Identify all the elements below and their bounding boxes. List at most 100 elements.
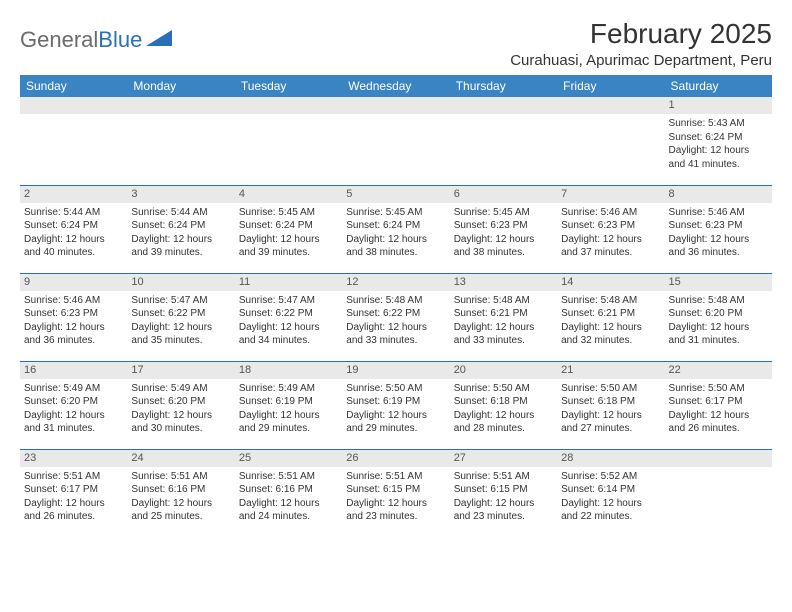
day-detail-line: Sunset: 6:16 PM <box>239 483 338 497</box>
day-detail-line: Daylight: 12 hours and 37 minutes. <box>561 233 660 260</box>
day-number: 19 <box>342 362 449 379</box>
day-details: Sunrise: 5:47 AMSunset: 6:22 PMDaylight:… <box>235 291 342 352</box>
day-number: 14 <box>557 274 664 291</box>
day-detail-line: Sunset: 6:24 PM <box>239 219 338 233</box>
day-detail-line: Sunrise: 5:49 AM <box>131 382 230 396</box>
day-number <box>127 97 234 114</box>
weekday-header: Monday <box>127 75 234 97</box>
day-detail-line: Sunrise: 5:48 AM <box>454 294 553 308</box>
calendar-week-row: 9Sunrise: 5:46 AMSunset: 6:23 PMDaylight… <box>20 273 772 361</box>
day-detail-line: Daylight: 12 hours and 38 minutes. <box>346 233 445 260</box>
day-detail-line: Daylight: 12 hours and 34 minutes. <box>239 321 338 348</box>
day-detail-line: Daylight: 12 hours and 31 minutes. <box>24 409 123 436</box>
day-detail-line: Sunrise: 5:44 AM <box>131 206 230 220</box>
calendar-cell: 21Sunrise: 5:50 AMSunset: 6:18 PMDayligh… <box>557 361 664 449</box>
weekday-header: Thursday <box>450 75 557 97</box>
day-details: Sunrise: 5:44 AMSunset: 6:24 PMDaylight:… <box>127 203 234 264</box>
day-detail-line: Daylight: 12 hours and 23 minutes. <box>346 497 445 524</box>
calendar-cell <box>235 97 342 185</box>
calendar-cell: 13Sunrise: 5:48 AMSunset: 6:21 PMDayligh… <box>450 273 557 361</box>
day-detail-line: Sunrise: 5:50 AM <box>669 382 768 396</box>
day-detail-line: Daylight: 12 hours and 33 minutes. <box>454 321 553 348</box>
calendar-page: GeneralBlue February 2025 Curahuasi, Apu… <box>0 0 792 537</box>
calendar-week-row: 23Sunrise: 5:51 AMSunset: 6:17 PMDayligh… <box>20 449 772 537</box>
day-number: 18 <box>235 362 342 379</box>
day-detail-line: Sunset: 6:15 PM <box>454 483 553 497</box>
day-detail-line: Sunset: 6:20 PM <box>24 395 123 409</box>
day-details: Sunrise: 5:48 AMSunset: 6:21 PMDaylight:… <box>450 291 557 352</box>
calendar-table: SundayMondayTuesdayWednesdayThursdayFrid… <box>20 75 772 537</box>
day-detail-line: Sunrise: 5:51 AM <box>454 470 553 484</box>
day-detail-line: Sunset: 6:21 PM <box>454 307 553 321</box>
day-number: 28 <box>557 450 664 467</box>
day-number: 6 <box>450 186 557 203</box>
day-details: Sunrise: 5:52 AMSunset: 6:14 PMDaylight:… <box>557 467 664 528</box>
day-detail-line: Sunrise: 5:51 AM <box>239 470 338 484</box>
calendar-week-row: 2Sunrise: 5:44 AMSunset: 6:24 PMDaylight… <box>20 185 772 273</box>
day-detail-line: Sunrise: 5:48 AM <box>561 294 660 308</box>
day-number: 16 <box>20 362 127 379</box>
day-details: Sunrise: 5:48 AMSunset: 6:20 PMDaylight:… <box>665 291 772 352</box>
day-detail-line: Daylight: 12 hours and 22 minutes. <box>561 497 660 524</box>
day-detail-line: Daylight: 12 hours and 36 minutes. <box>669 233 768 260</box>
day-details: Sunrise: 5:50 AMSunset: 6:18 PMDaylight:… <box>450 379 557 440</box>
day-detail-line: Sunset: 6:22 PM <box>346 307 445 321</box>
day-number: 5 <box>342 186 449 203</box>
day-detail-line: Sunrise: 5:45 AM <box>346 206 445 220</box>
day-detail-line: Daylight: 12 hours and 23 minutes. <box>454 497 553 524</box>
day-detail-line: Sunset: 6:21 PM <box>561 307 660 321</box>
calendar-cell: 26Sunrise: 5:51 AMSunset: 6:15 PMDayligh… <box>342 449 449 537</box>
day-number: 2 <box>20 186 127 203</box>
calendar-cell: 4Sunrise: 5:45 AMSunset: 6:24 PMDaylight… <box>235 185 342 273</box>
calendar-cell <box>342 97 449 185</box>
day-detail-line: Sunrise: 5:49 AM <box>24 382 123 396</box>
calendar-cell <box>450 97 557 185</box>
calendar-cell: 10Sunrise: 5:47 AMSunset: 6:22 PMDayligh… <box>127 273 234 361</box>
day-detail-line: Sunrise: 5:47 AM <box>131 294 230 308</box>
calendar-cell: 25Sunrise: 5:51 AMSunset: 6:16 PMDayligh… <box>235 449 342 537</box>
day-details: Sunrise: 5:50 AMSunset: 6:17 PMDaylight:… <box>665 379 772 440</box>
day-detail-line: Sunrise: 5:45 AM <box>454 206 553 220</box>
calendar-cell: 18Sunrise: 5:49 AMSunset: 6:19 PMDayligh… <box>235 361 342 449</box>
day-details: Sunrise: 5:43 AMSunset: 6:24 PMDaylight:… <box>665 114 772 175</box>
day-details: Sunrise: 5:51 AMSunset: 6:16 PMDaylight:… <box>235 467 342 528</box>
day-number: 11 <box>235 274 342 291</box>
day-detail-line: Sunrise: 5:51 AM <box>24 470 123 484</box>
day-number: 1 <box>665 97 772 114</box>
day-number: 27 <box>450 450 557 467</box>
day-details: Sunrise: 5:46 AMSunset: 6:23 PMDaylight:… <box>557 203 664 264</box>
day-detail-line: Sunrise: 5:47 AM <box>239 294 338 308</box>
day-detail-line: Sunrise: 5:50 AM <box>561 382 660 396</box>
month-title: February 2025 <box>510 18 772 50</box>
calendar-cell: 5Sunrise: 5:45 AMSunset: 6:24 PMDaylight… <box>342 185 449 273</box>
day-number <box>557 97 664 114</box>
day-number: 7 <box>557 186 664 203</box>
weekday-header: Wednesday <box>342 75 449 97</box>
day-detail-line: Daylight: 12 hours and 33 minutes. <box>346 321 445 348</box>
day-number: 4 <box>235 186 342 203</box>
day-number: 24 <box>127 450 234 467</box>
day-detail-line: Daylight: 12 hours and 26 minutes. <box>669 409 768 436</box>
day-number: 23 <box>20 450 127 467</box>
day-number: 25 <box>235 450 342 467</box>
day-detail-line: Sunset: 6:23 PM <box>669 219 768 233</box>
day-detail-line: Daylight: 12 hours and 28 minutes. <box>454 409 553 436</box>
day-details: Sunrise: 5:48 AMSunset: 6:22 PMDaylight:… <box>342 291 449 352</box>
day-detail-line: Sunrise: 5:49 AM <box>239 382 338 396</box>
calendar-cell: 17Sunrise: 5:49 AMSunset: 6:20 PMDayligh… <box>127 361 234 449</box>
day-number: 15 <box>665 274 772 291</box>
day-details: Sunrise: 5:45 AMSunset: 6:24 PMDaylight:… <box>342 203 449 264</box>
calendar-cell: 3Sunrise: 5:44 AMSunset: 6:24 PMDaylight… <box>127 185 234 273</box>
calendar-cell: 8Sunrise: 5:46 AMSunset: 6:23 PMDaylight… <box>665 185 772 273</box>
day-detail-line: Sunset: 6:23 PM <box>454 219 553 233</box>
calendar-body: 1Sunrise: 5:43 AMSunset: 6:24 PMDaylight… <box>20 97 772 537</box>
weekday-header: Friday <box>557 75 664 97</box>
day-details: Sunrise: 5:47 AMSunset: 6:22 PMDaylight:… <box>127 291 234 352</box>
weekday-header: Saturday <box>665 75 772 97</box>
day-details: Sunrise: 5:51 AMSunset: 6:17 PMDaylight:… <box>20 467 127 528</box>
calendar-cell: 19Sunrise: 5:50 AMSunset: 6:19 PMDayligh… <box>342 361 449 449</box>
calendar-cell: 27 Sunrise: 5:51 AMSunset: 6:15 PMDayligh… <box>450 449 557 537</box>
day-detail-line: Sunset: 6:24 PM <box>131 219 230 233</box>
calendar-week-row: 16Sunrise: 5:49 AMSunset: 6:20 PMDayligh… <box>20 361 772 449</box>
calendar-cell: 23Sunrise: 5:51 AMSunset: 6:17 PMDayligh… <box>20 449 127 537</box>
